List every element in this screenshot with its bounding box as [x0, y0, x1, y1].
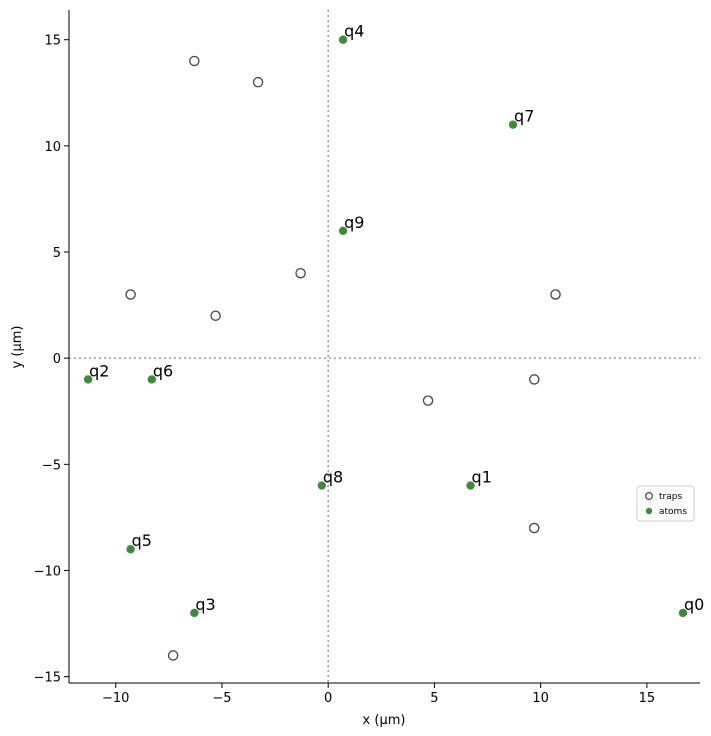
trap-point	[529, 522, 540, 534]
trap-point	[529, 374, 540, 385]
trap-point	[167, 650, 179, 661]
x-axis-label: x (µm)	[363, 713, 406, 728]
x-tick-label: −10	[102, 691, 129, 706]
atom-label: q2	[89, 361, 109, 380]
x-tick-label: 15	[639, 691, 656, 706]
y-tick-label: −5	[42, 458, 61, 473]
legend-traps-marker	[644, 492, 653, 501]
atom-point	[190, 608, 199, 618]
atom-label: q7	[514, 107, 534, 126]
atom-label: q4	[344, 22, 364, 41]
traps-series	[125, 55, 561, 661]
atom-point	[508, 120, 518, 129]
atom-label: q3	[195, 595, 215, 614]
x-tick-label: 5	[430, 691, 438, 706]
trap-point	[210, 310, 221, 321]
x-tick-label: −5	[212, 691, 231, 706]
x-tick-label: 0	[324, 691, 332, 706]
y-tick-label: −10	[34, 564, 61, 579]
y-tick-label: 15	[44, 34, 61, 49]
y-axis-label: y (µm)	[10, 326, 25, 369]
atom-label: q1	[472, 468, 492, 487]
atom-point	[126, 545, 135, 554]
reference-lines	[69, 10, 700, 683]
legend: traps atoms	[636, 485, 695, 522]
legend-traps-label: traps	[659, 492, 682, 502]
legend-atoms-marker	[645, 507, 653, 515]
trap-point	[189, 55, 200, 67]
y-tick-label: 0	[53, 352, 61, 367]
atom-point	[83, 375, 93, 384]
atom-labels: q0 q1 q2 q3 q4 q5 q6 q7 q8 q9	[89, 22, 704, 614]
atom-point	[466, 481, 475, 490]
trap-point	[422, 395, 434, 406]
x-tick-label: 10	[532, 691, 549, 706]
y-tick-label: 10	[44, 140, 61, 155]
trap-point	[125, 289, 136, 300]
atoms-series	[83, 35, 688, 618]
atom-label: q6	[153, 361, 173, 380]
atom-label: q5	[132, 531, 152, 550]
atom-point	[338, 226, 348, 235]
atom-label: q0	[684, 595, 704, 614]
trap-point	[252, 76, 264, 88]
axes	[68, 10, 700, 684]
y-tick-label: 5	[53, 246, 61, 261]
trap-point	[550, 289, 561, 300]
y-tick-label: −15	[34, 671, 61, 686]
atom-point	[678, 608, 688, 618]
atom-label: q9	[344, 213, 364, 232]
trap-point	[295, 268, 306, 279]
ticks: −10 −5 0 5 10 15 −15 −10 −5 0 5 10 15	[34, 34, 656, 706]
atom-point	[147, 375, 157, 384]
atom-point	[317, 481, 327, 490]
atom-label: q8	[323, 468, 343, 487]
atom-point	[338, 35, 348, 44]
legend-atoms-label: atoms	[659, 507, 687, 517]
